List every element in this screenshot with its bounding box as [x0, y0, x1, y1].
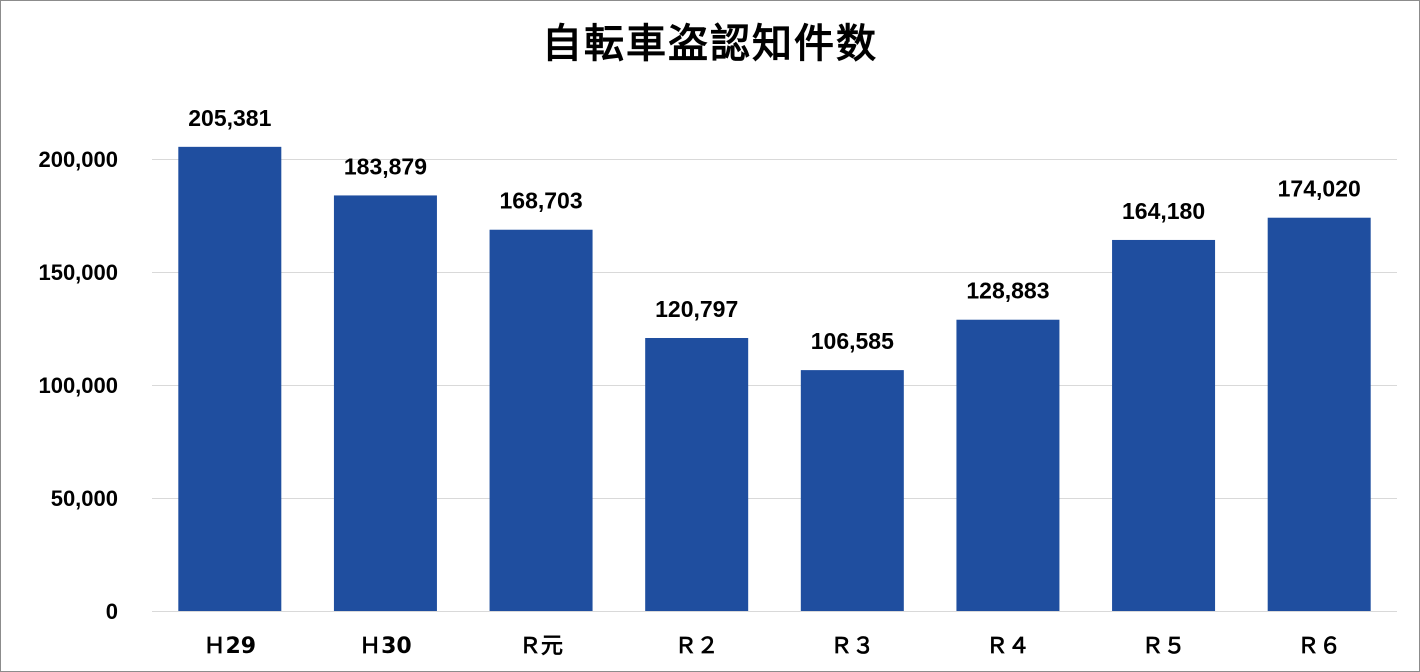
data-label: 183,879	[344, 153, 427, 179]
x-category-label: Ｈ29	[204, 634, 257, 659]
bar-R元	[489, 229, 593, 612]
y-tick-label: 0	[106, 599, 118, 624]
x-category-label: Ｒ６	[1297, 634, 1341, 659]
x-category-label: Ｒ３	[830, 634, 874, 659]
data-label: 164,180	[1122, 198, 1205, 224]
data-label: 120,797	[655, 296, 738, 322]
x-category-label: Ｒ元	[519, 634, 563, 659]
data-label: 128,883	[966, 278, 1049, 304]
data-label: 106,585	[811, 328, 894, 354]
bars	[178, 146, 1371, 612]
y-tick-label: 200,000	[38, 147, 118, 172]
x-category-label: Ｒ５	[1142, 634, 1186, 659]
data-label: 168,703	[499, 188, 582, 214]
bar-R4	[956, 319, 1060, 611]
data-labels: 205,381 183,879 168,703 120,797 106,585 128,8…	[188, 105, 1361, 354]
y-tick-label: 150,000	[38, 260, 118, 285]
bar-R5	[1112, 239, 1216, 612]
bar-R6	[1267, 217, 1371, 612]
x-axis-categories: Ｈ29 Ｈ30 Ｒ元 Ｒ２ Ｒ３ Ｒ４ Ｒ５ Ｒ６	[204, 634, 1342, 659]
y-tick-label: 50,000	[51, 486, 118, 511]
x-category-label: Ｈ30	[359, 634, 412, 659]
bar-R2	[645, 337, 749, 611]
bar-R3	[800, 370, 904, 611]
x-category-label: Ｒ４	[986, 634, 1030, 659]
data-label: 205,381	[188, 105, 271, 131]
x-category-label: Ｒ２	[675, 634, 719, 659]
data-label: 174,020	[1278, 176, 1361, 202]
chart-title: 自転車盗認知件数	[542, 21, 878, 67]
bar-H29	[178, 146, 282, 612]
bar-H30	[333, 195, 437, 611]
y-axis-ticks: 0 50,000 100,000 150,000 200,000	[38, 147, 118, 624]
y-tick-label: 100,000	[38, 373, 118, 398]
